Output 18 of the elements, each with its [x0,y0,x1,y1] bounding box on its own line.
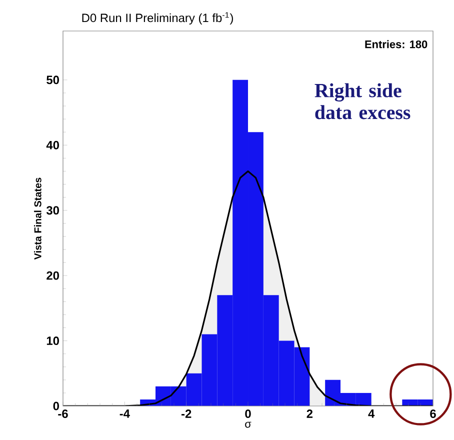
x-tick-label: 0 [245,410,251,418]
x-tick-label: -6 [58,410,68,418]
x-tick-label: 2 [306,410,313,418]
chart-title: D0 Run II Preliminary (1 fb$^{-1}$) [82,12,233,24]
x-tick-label: 6 [430,410,436,418]
x-axis-title: σ [245,422,252,428]
y-tick-label: 0 [53,402,59,410]
x-tick-label: -2 [181,410,192,418]
annotation: Right side data excess [314,83,410,120]
y-tick-label: 50 [46,76,59,84]
y-tick-label: 40 [46,140,59,150]
annotation: Entries: 180 [365,40,428,48]
x-tick-label: 4 [368,410,375,418]
y-tick-label: 10 [46,336,59,346]
y-tick-label: 30 [46,206,59,215]
y-tick-label: 20 [46,271,59,280]
x-tick-label: -4 [120,410,130,418]
y-axis-title: Vista Final States [34,178,42,260]
